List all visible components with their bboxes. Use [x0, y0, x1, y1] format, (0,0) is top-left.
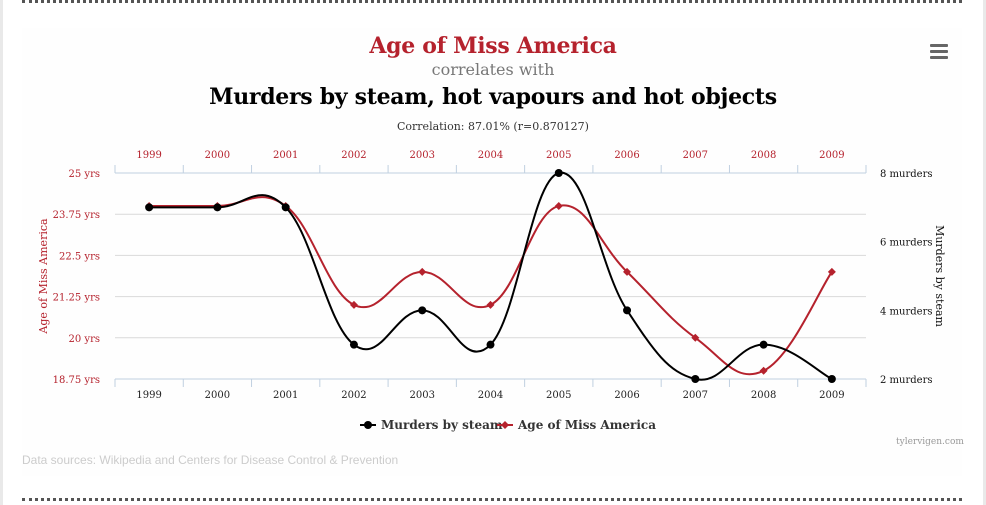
murders-by-steam-point: [759, 340, 768, 349]
left-y-tick-label: 25 yrs: [69, 169, 100, 180]
menu-bar: [930, 44, 948, 47]
legend-swatch-marker: [501, 421, 509, 429]
chart-card: [22, 28, 962, 476]
legend-label: Age of Miss America: [517, 418, 656, 432]
left-y-tick-label: 18.75 yrs: [53, 375, 100, 386]
age-of-miss-america-point: [486, 300, 495, 309]
data-sources-text: Data sources: Wikipedia and Centers for …: [22, 453, 399, 467]
murders-by-steam-point: [145, 203, 154, 212]
right-y-tick-label: 6 murders: [880, 238, 932, 249]
top-x-tick-label: 2006: [614, 150, 639, 161]
top-x-tick-label: 2003: [410, 150, 435, 161]
left-y-tick-label: 23.75 yrs: [53, 210, 100, 221]
murders-by-steam-point: [349, 340, 358, 349]
correlation-text: Correlation: 87.01% (r=0.870127): [397, 120, 589, 133]
series: [145, 169, 836, 383]
legend-item-murders-by-steam[interactable]: Murders by steam: [360, 418, 503, 432]
right-y-tick-label: 8 murders: [880, 169, 932, 180]
bottom-x-tick-label: 2003: [410, 390, 435, 401]
age-of-miss-america-point: [759, 366, 768, 375]
bottom-dotted-divider: [22, 498, 962, 501]
murders-by-steam-point: [827, 375, 836, 383]
bottom-x-tick-label: 2000: [205, 390, 230, 401]
right-y-tick-label: 2 murders: [880, 375, 932, 386]
bottom-x-tick-label: 2001: [273, 390, 298, 401]
left-axis-title: Age of Miss America: [37, 218, 50, 335]
right-page-border: [983, 0, 986, 505]
legend-label: Murders by steam: [381, 418, 503, 432]
top-x-tick-label: 2005: [546, 150, 571, 161]
legend: Murders by steam Age of Miss America: [360, 418, 656, 432]
bottom-x-tick-label: 2009: [819, 390, 844, 401]
age-of-miss-america-point: [554, 201, 563, 210]
top-x-tick-label: 2002: [341, 150, 366, 161]
menu-bar: [930, 56, 948, 59]
right-axis-title: Murders by steam: [933, 225, 946, 327]
murders-by-steam-point: [623, 306, 632, 315]
right-y-tick-label: 4 murders: [880, 306, 932, 317]
hamburger-menu-icon[interactable]: [930, 44, 948, 60]
bottom-x-tick-label: 2005: [546, 390, 571, 401]
bottom-x-tick-label: 1999: [136, 390, 161, 401]
chart-title-secondary: Murders by steam, hot vapours and hot ob…: [209, 84, 777, 110]
credit-text: tylervigen.com: [896, 437, 964, 447]
left-page-border: [0, 0, 3, 505]
chart-title-primary: Age of Miss America: [369, 33, 617, 59]
murders-by-steam-line: [149, 171, 833, 381]
top-x-tick-label: 2001: [273, 150, 298, 161]
murders-by-steam-point: [486, 340, 495, 349]
murders-by-steam-point: [554, 169, 563, 177]
legend-swatch-marker: [364, 421, 372, 429]
bottom-x-tick-label: 2002: [341, 390, 366, 401]
menu-bar: [930, 50, 948, 53]
bottom-x-tick-label: 2006: [614, 390, 639, 401]
murders-by-steam-point: [418, 306, 427, 315]
age-of-miss-america-point: [349, 300, 358, 309]
axes: 1999 2000 2001 2002 2003 2004 2005 2006 2007 2008…: [37, 150, 946, 401]
chart-title-connector: correlates with: [431, 60, 555, 79]
top-x-tick-label: 2000: [205, 150, 230, 161]
left-y-tick-label: 21.25 yrs: [53, 293, 100, 304]
age-of-miss-america-point: [623, 267, 632, 276]
left-y-tick-label: 20 yrs: [69, 334, 100, 345]
top-x-tick-label: 2009: [819, 150, 844, 161]
bottom-x-tick-label: 2004: [478, 390, 503, 401]
top-x-tick-label: 2008: [751, 150, 776, 161]
top-dotted-divider: [22, 0, 962, 3]
top-x-tick-label: 2007: [683, 150, 708, 161]
top-x-tick-label: 1999: [136, 150, 161, 161]
top-x-tick-label: 2004: [478, 150, 503, 161]
legend-item-age-of-miss-america[interactable]: Age of Miss America: [497, 418, 656, 432]
murders-by-steam-point: [213, 203, 222, 212]
age-of-miss-america-point: [827, 267, 836, 276]
murders-by-steam-point: [281, 203, 290, 212]
bottom-x-tick-label: 2007: [683, 390, 708, 401]
age-of-miss-america-point: [691, 333, 700, 342]
bottom-x-tick-label: 2008: [751, 390, 776, 401]
age-of-miss-america-point: [418, 267, 427, 276]
left-y-tick-label: 22.5 yrs: [59, 251, 100, 262]
murders-by-steam-point: [691, 375, 700, 383]
